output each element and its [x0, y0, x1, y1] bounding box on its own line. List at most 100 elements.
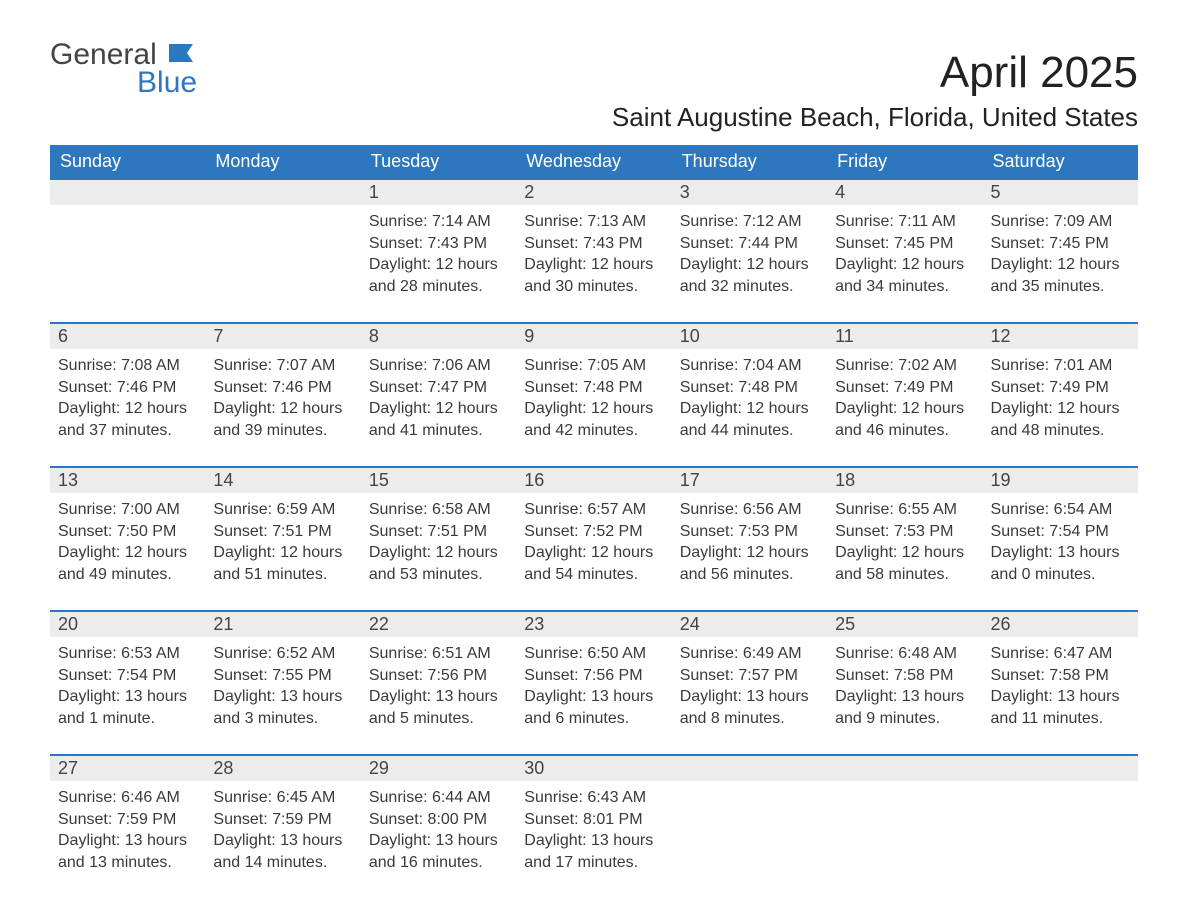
- sunrise-text: Sunrise: 6:45 AM: [213, 787, 352, 809]
- day-details: Sunrise: 6:56 AMSunset: 7:53 PMDaylight:…: [672, 493, 827, 611]
- day-number: 1: [361, 179, 516, 205]
- sunset-text: Sunset: 7:45 PM: [835, 233, 974, 255]
- sunset-text: Sunset: 7:51 PM: [369, 521, 508, 543]
- weekday-header: Tuesday: [361, 145, 516, 179]
- empty-day: [672, 781, 827, 899]
- daylight-text: Daylight: 13 hours and 0 minutes.: [991, 542, 1130, 585]
- sunset-text: Sunset: 7:45 PM: [991, 233, 1130, 255]
- detail-row: Sunrise: 7:08 AMSunset: 7:46 PMDaylight:…: [50, 349, 1138, 467]
- sunset-text: Sunset: 7:58 PM: [835, 665, 974, 687]
- month-title: April 2025: [940, 48, 1138, 98]
- sunrise-text: Sunrise: 6:50 AM: [524, 643, 663, 665]
- day-details: Sunrise: 6:51 AMSunset: 7:56 PMDaylight:…: [361, 637, 516, 755]
- sunrise-text: Sunrise: 6:55 AM: [835, 499, 974, 521]
- daylight-text: Daylight: 12 hours and 35 minutes.: [991, 254, 1130, 297]
- day-number: 15: [361, 467, 516, 493]
- logo-blue: Blue: [102, 68, 197, 98]
- day-details: Sunrise: 7:07 AMSunset: 7:46 PMDaylight:…: [205, 349, 360, 467]
- sunset-text: Sunset: 7:54 PM: [991, 521, 1130, 543]
- sunrise-text: Sunrise: 6:53 AM: [58, 643, 197, 665]
- day-details: Sunrise: 6:47 AMSunset: 7:58 PMDaylight:…: [983, 637, 1138, 755]
- sunset-text: Sunset: 7:48 PM: [524, 377, 663, 399]
- sunset-text: Sunset: 7:58 PM: [991, 665, 1130, 687]
- sunrise-text: Sunrise: 7:08 AM: [58, 355, 197, 377]
- sunrise-text: Sunrise: 7:09 AM: [991, 211, 1130, 233]
- day-details: Sunrise: 7:09 AMSunset: 7:45 PMDaylight:…: [983, 205, 1138, 323]
- sunrise-text: Sunrise: 6:52 AM: [213, 643, 352, 665]
- daylight-text: Daylight: 13 hours and 14 minutes.: [213, 830, 352, 873]
- detail-row: Sunrise: 7:14 AMSunset: 7:43 PMDaylight:…: [50, 205, 1138, 323]
- day-number: 7: [205, 323, 360, 349]
- day-details: Sunrise: 6:55 AMSunset: 7:53 PMDaylight:…: [827, 493, 982, 611]
- daylight-text: Daylight: 12 hours and 48 minutes.: [991, 398, 1130, 441]
- day-details: Sunrise: 7:00 AMSunset: 7:50 PMDaylight:…: [50, 493, 205, 611]
- daynum-row: 6789101112: [50, 323, 1138, 349]
- sunset-text: Sunset: 7:56 PM: [369, 665, 508, 687]
- sunset-text: Sunset: 7:57 PM: [680, 665, 819, 687]
- day-details: Sunrise: 7:05 AMSunset: 7:48 PMDaylight:…: [516, 349, 671, 467]
- sunset-text: Sunset: 7:59 PM: [58, 809, 197, 831]
- logo-text: General Blue: [50, 40, 197, 98]
- day-details: Sunrise: 7:04 AMSunset: 7:48 PMDaylight:…: [672, 349, 827, 467]
- sunset-text: Sunset: 7:43 PM: [524, 233, 663, 255]
- day-details: Sunrise: 6:53 AMSunset: 7:54 PMDaylight:…: [50, 637, 205, 755]
- daylight-text: Daylight: 13 hours and 11 minutes.: [991, 686, 1130, 729]
- sunset-text: Sunset: 7:43 PM: [369, 233, 508, 255]
- sunset-text: Sunset: 7:46 PM: [213, 377, 352, 399]
- day-number: 19: [983, 467, 1138, 493]
- sunrise-text: Sunrise: 7:07 AM: [213, 355, 352, 377]
- day-number: 27: [50, 755, 205, 781]
- sunrise-text: Sunrise: 6:48 AM: [835, 643, 974, 665]
- empty-day: [205, 205, 360, 323]
- sunrise-text: Sunrise: 6:44 AM: [369, 787, 508, 809]
- day-number: 5: [983, 179, 1138, 205]
- sunrise-text: Sunrise: 6:58 AM: [369, 499, 508, 521]
- empty-day: [50, 205, 205, 323]
- daylight-text: Daylight: 12 hours and 39 minutes.: [213, 398, 352, 441]
- daylight-text: Daylight: 12 hours and 34 minutes.: [835, 254, 974, 297]
- sunset-text: Sunset: 7:51 PM: [213, 521, 352, 543]
- day-number: 23: [516, 611, 671, 637]
- sunrise-text: Sunrise: 7:05 AM: [524, 355, 663, 377]
- daynum-row: 20212223242526: [50, 611, 1138, 637]
- daylight-text: Daylight: 13 hours and 8 minutes.: [680, 686, 819, 729]
- day-number: 9: [516, 323, 671, 349]
- sunset-text: Sunset: 7:49 PM: [835, 377, 974, 399]
- day-number: 20: [50, 611, 205, 637]
- sunrise-text: Sunrise: 7:00 AM: [58, 499, 197, 521]
- day-details: Sunrise: 6:52 AMSunset: 7:55 PMDaylight:…: [205, 637, 360, 755]
- weekday-header: Wednesday: [516, 145, 671, 179]
- sunrise-text: Sunrise: 6:59 AM: [213, 499, 352, 521]
- sunrise-text: Sunrise: 6:47 AM: [991, 643, 1130, 665]
- day-number: 30: [516, 755, 671, 781]
- daylight-text: Daylight: 13 hours and 1 minute.: [58, 686, 197, 729]
- empty-day: [827, 755, 982, 781]
- sunset-text: Sunset: 7:53 PM: [680, 521, 819, 543]
- day-details: Sunrise: 7:01 AMSunset: 7:49 PMDaylight:…: [983, 349, 1138, 467]
- empty-day: [205, 179, 360, 205]
- day-number: 18: [827, 467, 982, 493]
- sunset-text: Sunset: 7:46 PM: [58, 377, 197, 399]
- sunset-text: Sunset: 7:56 PM: [524, 665, 663, 687]
- day-details: Sunrise: 6:43 AMSunset: 8:01 PMDaylight:…: [516, 781, 671, 899]
- day-number: 12: [983, 323, 1138, 349]
- day-number: 26: [983, 611, 1138, 637]
- day-details: Sunrise: 7:02 AMSunset: 7:49 PMDaylight:…: [827, 349, 982, 467]
- daylight-text: Daylight: 12 hours and 41 minutes.: [369, 398, 508, 441]
- day-details: Sunrise: 7:13 AMSunset: 7:43 PMDaylight:…: [516, 205, 671, 323]
- day-number: 4: [827, 179, 982, 205]
- day-details: Sunrise: 6:58 AMSunset: 7:51 PMDaylight:…: [361, 493, 516, 611]
- sunset-text: Sunset: 7:44 PM: [680, 233, 819, 255]
- daylight-text: Daylight: 12 hours and 46 minutes.: [835, 398, 974, 441]
- day-number: 10: [672, 323, 827, 349]
- daylight-text: Daylight: 12 hours and 49 minutes.: [58, 542, 197, 585]
- daylight-text: Daylight: 12 hours and 58 minutes.: [835, 542, 974, 585]
- sunrise-text: Sunrise: 7:02 AM: [835, 355, 974, 377]
- day-details: Sunrise: 7:14 AMSunset: 7:43 PMDaylight:…: [361, 205, 516, 323]
- day-number: 3: [672, 179, 827, 205]
- sunrise-text: Sunrise: 7:04 AM: [680, 355, 819, 377]
- sunrise-text: Sunrise: 7:06 AM: [369, 355, 508, 377]
- day-number: 16: [516, 467, 671, 493]
- sunrise-text: Sunrise: 6:51 AM: [369, 643, 508, 665]
- empty-day: [983, 755, 1138, 781]
